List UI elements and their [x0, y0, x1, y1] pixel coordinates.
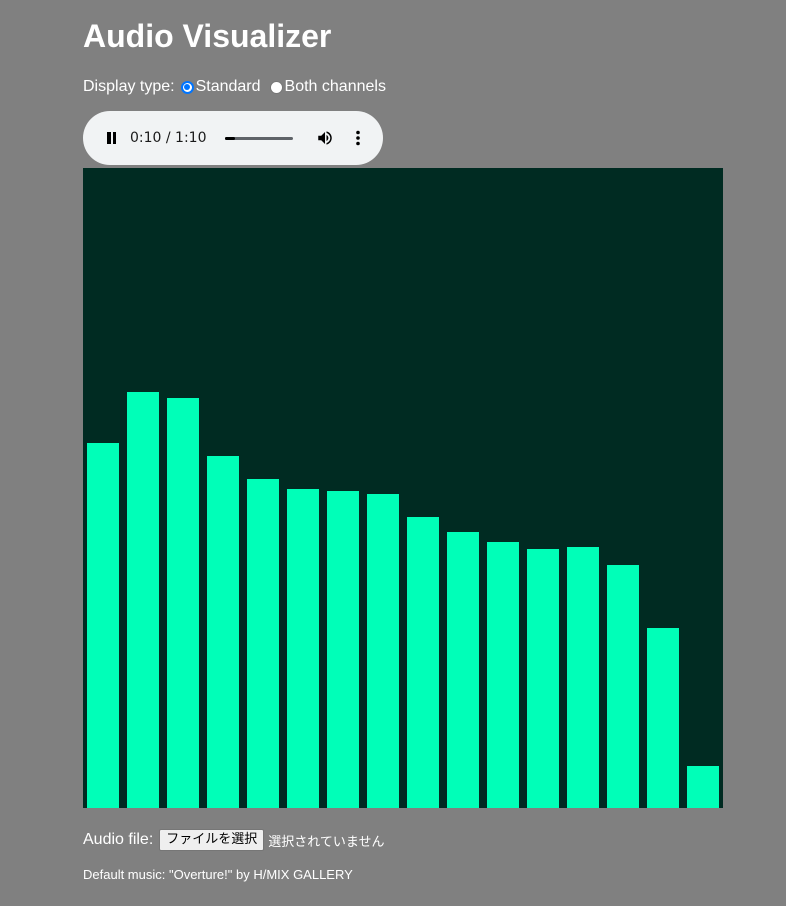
- audio-file-row: Audio file: ファイルを選択 選択されていません: [83, 828, 385, 852]
- visualizer-bar: [407, 517, 439, 808]
- seek-progress: [225, 137, 235, 140]
- visualizer-bar: [207, 456, 239, 808]
- pause-icon[interactable]: [105, 131, 117, 145]
- audio-player: 0:10 / 1:10: [83, 111, 383, 165]
- audio-file-label: Audio file:: [83, 831, 154, 848]
- both-channels-radio[interactable]: [269, 80, 283, 94]
- visualizer-bar: [487, 542, 519, 808]
- time-display: 0:10 / 1:10: [130, 130, 207, 146]
- page-title: Audio Visualizer: [83, 18, 332, 54]
- display-option-standard[interactable]: Standard: [180, 78, 261, 96]
- visualizer-bar: [607, 565, 639, 808]
- volume-icon[interactable]: [316, 129, 334, 147]
- seek-slider[interactable]: [225, 137, 293, 140]
- visualizer-bar: [447, 532, 479, 808]
- display-type-row: Display type: Standard Both channels: [83, 76, 386, 98]
- visualizer-bar: [87, 443, 119, 808]
- standard-radio-label[interactable]: Standard: [195, 78, 261, 95]
- visualizer-bar: [127, 392, 159, 808]
- both-channels-radio-label[interactable]: Both channels: [284, 78, 386, 95]
- credit-text: Default music: "Overture!" by H/MIX GALL…: [83, 867, 353, 882]
- more-vert-icon[interactable]: [351, 129, 365, 147]
- file-status-text: 選択されていません: [268, 834, 385, 850]
- visualizer-canvas: [83, 168, 723, 808]
- visualizer-bar: [527, 549, 559, 808]
- standard-radio[interactable]: [180, 80, 194, 94]
- visualizer-bar: [567, 547, 599, 808]
- visualizer-bar: [367, 494, 399, 808]
- visualizer-bar: [287, 489, 319, 808]
- display-type-label: Display type:: [83, 78, 175, 95]
- visualizer-bar: [247, 479, 279, 808]
- visualizer-bar: [327, 491, 359, 808]
- visualizer-bar: [687, 766, 719, 808]
- visualizer-bar: [647, 628, 679, 808]
- display-option-both-channels[interactable]: Both channels: [269, 78, 386, 96]
- visualizer-bar: [167, 398, 199, 808]
- choose-file-button[interactable]: ファイルを選択: [159, 829, 265, 851]
